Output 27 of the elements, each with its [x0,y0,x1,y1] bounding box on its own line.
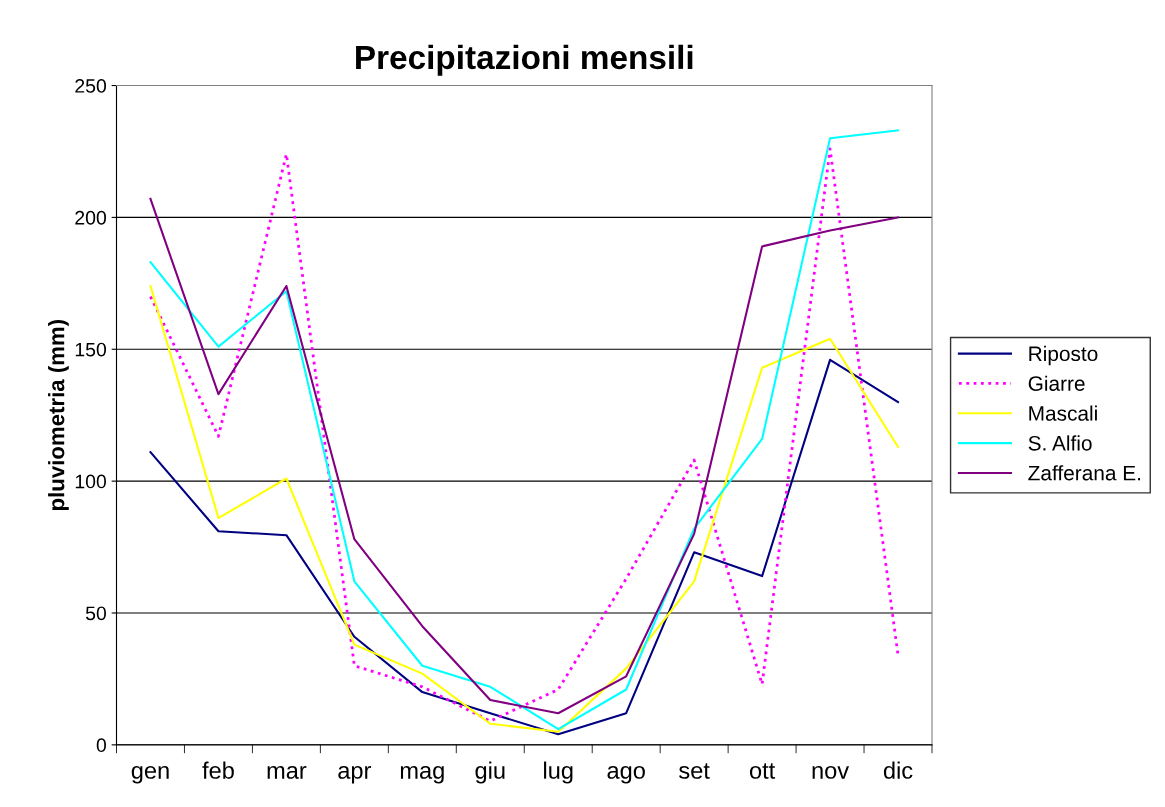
x-tick-label: mag [400,765,444,784]
y-tick-label: 250 [75,79,107,93]
x-tick-label: gen [131,765,169,784]
x-tick-label: mar [267,765,307,779]
x-tick-label: lug [544,761,573,784]
legend-label: S. Alfio [1028,435,1092,451]
x-tick-label: set [679,763,710,779]
y-tick-label: 50 [85,606,107,621]
legend-label: Zafferana E. [1028,465,1141,481]
x-tick-label: giu [475,761,505,784]
legend-label: Riposto [1029,345,1098,366]
x-tick-label: ago [607,765,645,784]
y-tick-label: 0 [96,738,107,753]
legend-label: Mascali [1029,405,1097,421]
y-tick-label: 100 [75,474,107,489]
legend-label: Giarre [1028,375,1085,391]
line-series [149,284,900,733]
x-tick-label: feb [202,761,234,779]
x-tick-label: ott [749,763,776,779]
x-tick-label: apr [338,765,372,784]
line-series [149,358,900,736]
y-tick-label: 150 [75,342,107,357]
y-axis-title: pluviometria (mm) [48,319,69,511]
chart-title: Precipitazioni mensili [356,44,693,76]
x-tick-label: nov [812,765,850,779]
y-tick-label: 200 [75,210,107,225]
x-tick-label: dic [883,761,913,779]
